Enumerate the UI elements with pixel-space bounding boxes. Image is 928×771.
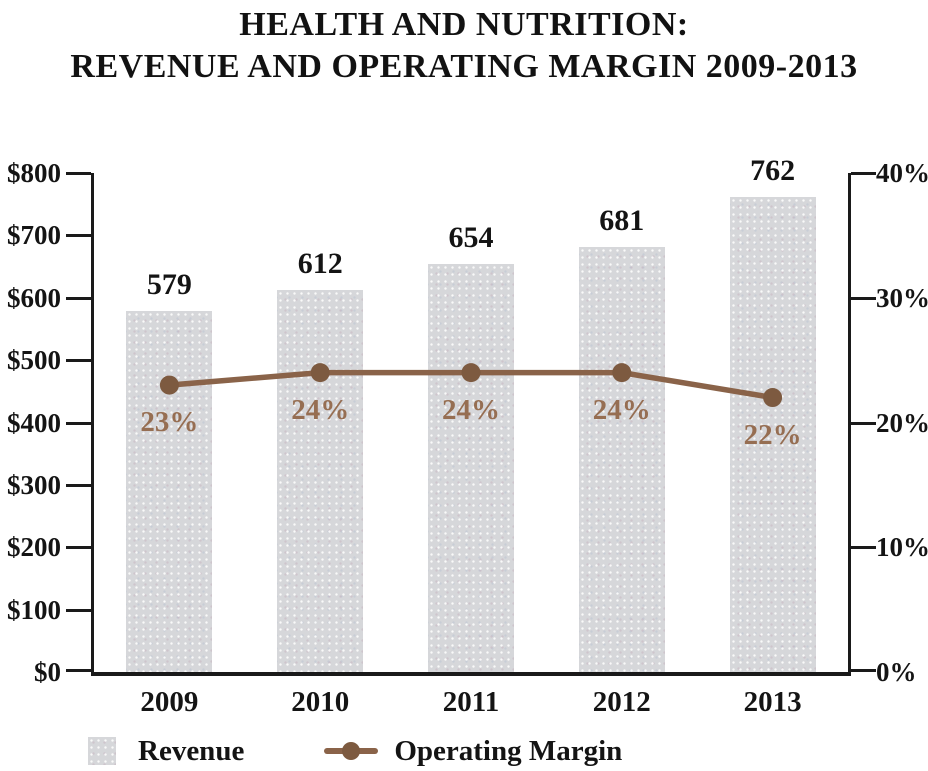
legend-label-operating-margin: Operating Margin xyxy=(394,735,623,767)
plot-area: 579 2009 612 2010 654 2011 681 2012 762 2013 23% 24… xyxy=(7,154,928,718)
operating-margin-line xyxy=(159,363,783,408)
revenue-bar xyxy=(578,247,665,672)
left-axis-tick-label: $400 xyxy=(7,407,61,438)
line-point xyxy=(310,363,330,383)
left-axis-tick xyxy=(66,421,91,425)
left-axis-tick xyxy=(66,296,91,300)
right-axis-tick-label: 30% xyxy=(876,282,928,313)
line-point xyxy=(159,375,179,395)
bar-value-label: 762 xyxy=(750,153,796,187)
left-axis-tick xyxy=(66,359,91,363)
left-axis-tick xyxy=(66,608,91,612)
line-point xyxy=(763,388,783,408)
bar-value-label: 579 xyxy=(146,267,192,301)
x-axis-label: 2009 xyxy=(140,686,199,718)
percent-label: 24% xyxy=(291,393,350,426)
left-axis-tick-label: $700 xyxy=(7,220,61,251)
legend: Revenue Operating Margin xyxy=(88,731,622,771)
left-axis-tick xyxy=(66,234,91,238)
right-axis-tick-label: 10% xyxy=(876,532,928,563)
left-axis-tick-label: $600 xyxy=(7,282,61,313)
bar-value-label: 612 xyxy=(297,247,343,281)
left-axis-tick xyxy=(66,483,91,487)
bar-value-label: 654 xyxy=(448,221,494,255)
percent-label: 22% xyxy=(743,418,802,451)
right-axis-tick-label: 40% xyxy=(876,158,928,188)
operating-margin-marker-icon xyxy=(324,741,379,761)
left-axis-tick-label: $500 xyxy=(7,345,61,376)
revenue-bar xyxy=(428,264,514,672)
left-axis-tick-label: $100 xyxy=(7,594,61,625)
x-axis-label: 2010 xyxy=(291,686,350,718)
right-axis-tick-label: 0% xyxy=(876,657,917,687)
revenue-bar xyxy=(729,196,816,672)
right-axis-tick xyxy=(851,172,876,175)
right-axis-tick-label: 20% xyxy=(876,407,928,438)
percent-label: 24% xyxy=(592,393,651,426)
right-axis-tick xyxy=(851,296,876,300)
revenue-bar xyxy=(277,290,364,672)
left-axis-tick xyxy=(66,669,91,672)
bar-value-label: 681 xyxy=(599,204,645,238)
left-axis-tick-label: $0 xyxy=(34,657,61,687)
left-axis-tick xyxy=(66,546,91,550)
right-axis-tick xyxy=(851,546,876,550)
x-axis-label: 2013 xyxy=(743,686,802,718)
x-axis-label: 2011 xyxy=(442,686,500,718)
chart-title-line2: REVENUE AND OPERATING MARGIN 2009-2013 xyxy=(70,48,858,85)
x-axis-label: 2012 xyxy=(592,686,651,718)
line-point xyxy=(461,363,481,383)
revenue-bar xyxy=(126,310,213,672)
percent-label: 23% xyxy=(140,406,199,439)
right-axis-tick xyxy=(851,421,876,425)
left-axis-tick-label: $800 xyxy=(7,158,61,188)
legend-line-dot xyxy=(342,742,361,760)
left-axis-tick-label: $300 xyxy=(7,469,61,500)
chart-title-line1: HEALTH AND NUTRITION: xyxy=(239,6,689,43)
left-axis-tick-label: $200 xyxy=(7,532,61,563)
percent-label: 24% xyxy=(442,393,500,426)
right-axis-tick xyxy=(851,669,876,672)
chart-title: HEALTH AND NUTRITION: REVENUE AND OPERAT… xyxy=(0,4,928,88)
line-point xyxy=(612,363,632,383)
legend-label-revenue: Revenue xyxy=(138,735,245,767)
left-axis-tick xyxy=(66,172,91,175)
revenue-swatch-icon xyxy=(88,737,116,765)
